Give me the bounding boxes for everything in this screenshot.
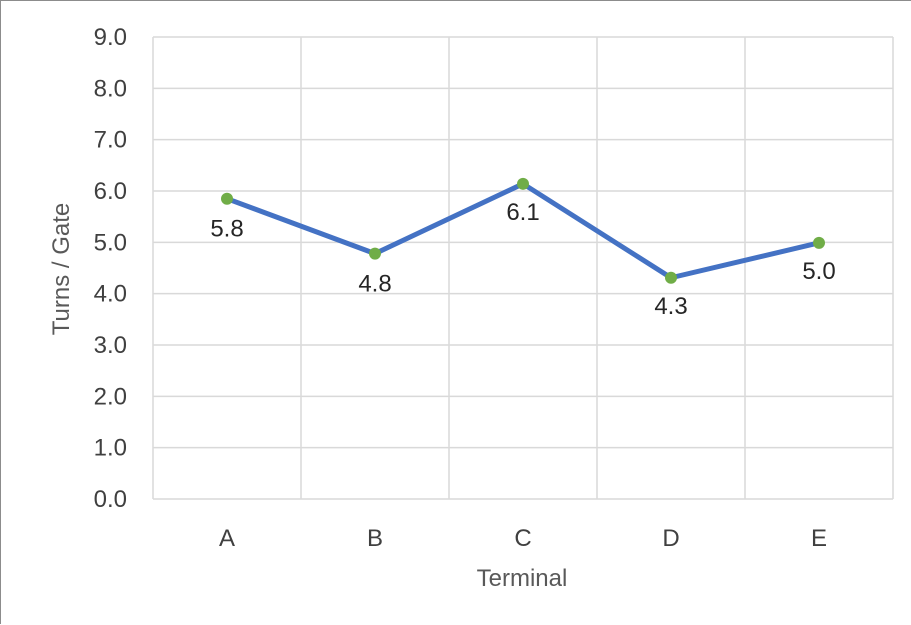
data-labels: 5.8 4.8 6.1 4.3 5.0 [210,199,835,320]
x-tick-label: B [367,525,383,552]
data-point-marker [813,236,825,249]
data-point-marker [221,192,233,205]
y-tick-label: 6.0 [94,178,127,205]
x-tick-label: E [811,525,827,552]
y-tick-label: 4.0 [94,281,127,308]
y-tick-label: 3.0 [94,332,127,359]
y-tick-label: 2.0 [94,383,127,410]
x-tick-label: A [219,525,235,552]
y-axis-title: Turns / Gate [48,203,75,336]
data-point-marker [517,177,529,190]
data-point-marker [369,247,381,260]
x-axis-ticks: A B C D E [219,525,827,552]
data-label: 4.3 [654,293,687,320]
y-tick-label: 0.0 [94,486,127,513]
y-tick-label: 1.0 [94,435,127,462]
data-label: 5.8 [210,216,243,243]
gridlines [152,36,894,500]
y-tick-label: 9.0 [94,24,127,51]
y-tick-label: 7.0 [94,127,127,154]
y-axis-ticks: 0.0 1.0 2.0 3.0 4.0 5.0 6.0 7.0 8.0 9.0 [94,24,127,513]
x-tick-label: C [514,525,531,552]
data-label: 4.8 [358,271,391,298]
data-point-marker [665,271,677,284]
series-group [221,177,825,284]
y-tick-label: 8.0 [94,75,127,102]
x-axis-title: Terminal [477,565,568,592]
x-tick-label: D [662,525,679,552]
y-tick-label: 5.0 [94,229,127,256]
data-label: 5.0 [802,258,835,285]
data-label: 6.1 [506,199,539,226]
